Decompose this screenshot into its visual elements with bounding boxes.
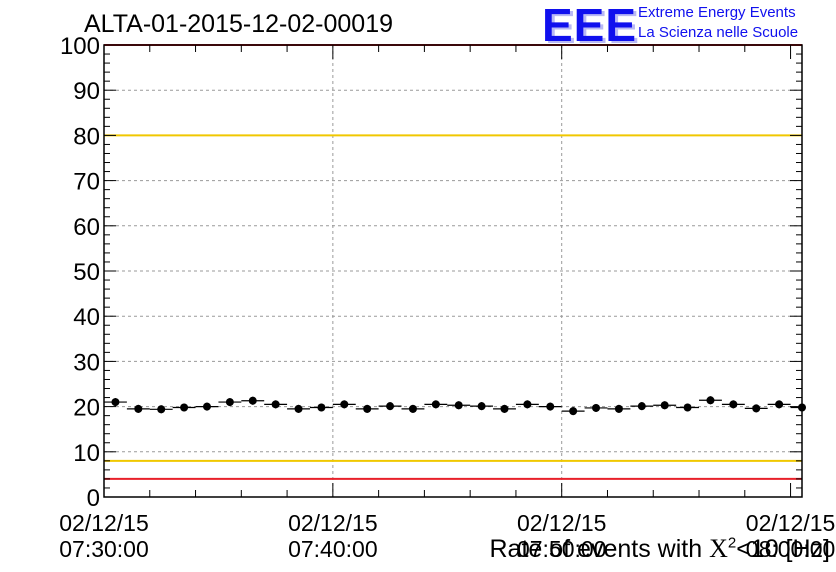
y-tick-label: 20: [73, 395, 100, 422]
x-tick-time-label: 07:50:00: [517, 536, 607, 562]
data-point: [248, 396, 257, 405]
logo-line-2: La Scienza nelle Scuole: [638, 24, 799, 41]
data-point: [683, 403, 692, 412]
data-point: [386, 402, 395, 411]
data-points: [104, 396, 806, 416]
eee-logo-letters: EEE: [542, 0, 638, 51]
data-point: [637, 402, 646, 411]
data-point: [317, 403, 326, 412]
data-point: [729, 400, 738, 409]
data-point: [431, 400, 440, 409]
y-tick-label: 60: [73, 214, 100, 241]
data-point: [569, 407, 578, 416]
data-point: [706, 396, 715, 405]
data-point: [180, 403, 189, 412]
x-axis-label: Rate of events with X2<10 [Hz]: [490, 534, 831, 564]
x-tick-time-label: 07:30:00: [59, 536, 149, 562]
x-label-suffix: <10 [Hz]: [736, 535, 830, 563]
x-axis: 02/12/1507:30:0002/12/1507:40:0002/12/15…: [59, 45, 835, 562]
data-point: [202, 402, 211, 411]
y-tick-label: 80: [73, 123, 100, 150]
logo-line-1: Extreme Energy Events: [638, 4, 796, 21]
plot-frame: [103, 44, 803, 498]
eee-logo: EEE Extreme Energy Events La Scienza nel…: [542, 0, 832, 51]
data-point: [454, 401, 463, 410]
x-tick-date-label: 02/12/15: [746, 510, 836, 536]
y-tick-label: 50: [73, 259, 100, 286]
limit-layer: [104, 44, 802, 480]
data-point: [477, 402, 486, 411]
data-point: [500, 404, 509, 413]
data-point: [752, 404, 761, 413]
x-label-chi: X: [709, 534, 728, 563]
data-point: [614, 404, 623, 413]
data-point: [408, 404, 417, 413]
data-point: [363, 404, 372, 413]
x-tick-time-label: 07:40:00: [288, 536, 378, 562]
x-tick-date-label: 02/12/15: [59, 510, 149, 536]
y-axis: 0 10 20 30 40 50 60 70 80 90 100: [60, 33, 802, 512]
y-tick-label: 70: [73, 169, 100, 196]
y-tick-label: 30: [73, 349, 100, 376]
grid-layer: [104, 45, 802, 497]
data-point: [225, 398, 234, 407]
data-point: [660, 401, 669, 410]
x-tick-date-label: 02/12/15: [517, 510, 607, 536]
data-point: [775, 400, 784, 409]
x-tick-time-label: 08:00:00: [746, 536, 836, 562]
data-point: [592, 403, 601, 412]
data-point: [134, 404, 143, 413]
data-point: [111, 398, 120, 407]
data-point: [546, 402, 555, 411]
data-point: [271, 400, 280, 409]
x-tick-date-label: 02/12/15: [288, 510, 378, 536]
data-point: [157, 405, 166, 414]
x-label-prefix: Rate of events with: [489, 535, 710, 563]
data-point: [294, 404, 303, 413]
x-label-sup: 2: [727, 534, 737, 552]
run-title: ALTA-01-2015-12-02-00019: [84, 10, 393, 38]
data-point: [523, 400, 532, 409]
y-tick-label: 100: [60, 33, 100, 60]
data-point: [340, 400, 349, 409]
y-tick-label: 90: [73, 78, 100, 105]
y-tick-label: 40: [73, 304, 100, 331]
y-tick-label: 0: [87, 485, 100, 512]
y-tick-label: 10: [73, 440, 100, 467]
